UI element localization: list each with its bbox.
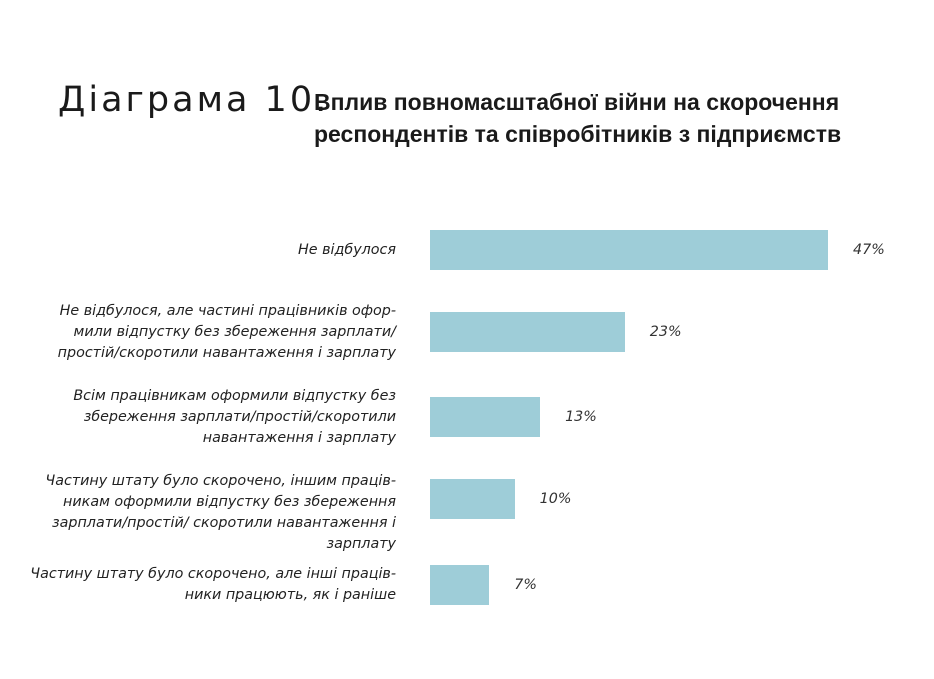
category-label-1: Не відбулося <box>20 240 396 261</box>
category-label-line: навантаження і зарплату <box>202 429 396 446</box>
category-label-line: Всім працівникам оформили відпустку без <box>73 387 396 404</box>
chart-title-line-2: респондентів та співробітників з підприє… <box>314 121 842 147</box>
diagram-number: Діаграма 10. <box>58 80 330 120</box>
category-label-2: Не відбулося, але частині працівників оф… <box>20 301 396 364</box>
category-label-3: Всім працівникам оформили відпустку без з… <box>20 386 396 449</box>
bar-2 <box>430 312 625 352</box>
chart-header: Діаграма 10. Вплив повномасштабної війни… <box>58 74 918 154</box>
category-label-line: зарплату <box>326 536 396 552</box>
bar-5 <box>430 565 490 605</box>
category-label-line: Не відбулося, але частині працівників оф… <box>59 302 396 319</box>
category-label-line: Не відбулося <box>298 241 396 258</box>
category-label-line: Частину штату було скорочено, але інші п… <box>30 566 396 582</box>
value-label-1: 47% <box>853 242 885 258</box>
bar-1 <box>430 230 828 270</box>
chart-title: Вплив повномасштабної війни на скороченн… <box>314 86 914 150</box>
category-label-line: мили відпустку без збереження зарплати/ <box>73 323 396 340</box>
bar-3 <box>430 397 541 437</box>
value-label-5: 7% <box>514 577 537 593</box>
category-label-line: Частину штату було скорочено, іншим прац… <box>45 473 396 489</box>
category-label-line: никам оформили відпустку без збереження <box>63 494 396 510</box>
category-label-5: Частину штату було скорочено, але інші п… <box>20 564 396 606</box>
category-label-4: Частину штату було скорочено, іншим прац… <box>20 471 396 555</box>
category-label-line: ники працюють, як і раніше <box>184 587 396 603</box>
category-label-line: простій/скоротили навантаження і зарплат… <box>57 344 396 361</box>
value-label-3: 13% <box>565 409 597 425</box>
value-label-4: 10% <box>539 491 572 507</box>
category-label-line: збереження зарплати/простій/скоротили <box>83 408 396 425</box>
bar-4 <box>430 479 515 519</box>
chart-title-line-1: Вплив повномасштабної війни на скороченн… <box>314 89 840 115</box>
category-label-line: зарплати/простій/ скоротили навантаження… <box>52 515 396 531</box>
value-label-2: 23% <box>649 324 682 340</box>
